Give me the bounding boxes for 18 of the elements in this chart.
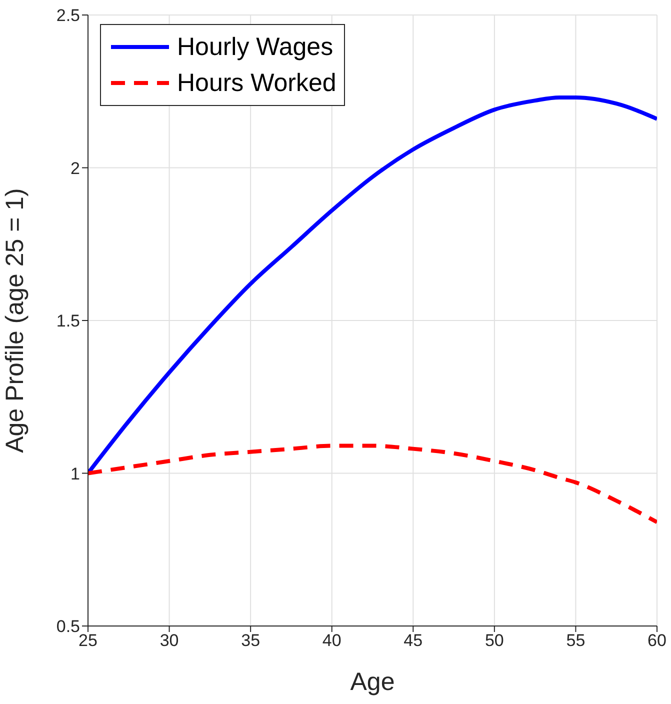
y-tick-label: 2 xyxy=(70,158,80,178)
y-axis-title: Age Profile (age 25 = 1) xyxy=(0,188,29,453)
x-tick-label: 45 xyxy=(404,631,423,650)
x-tick-label: 25 xyxy=(78,631,98,650)
line-series xyxy=(88,444,657,524)
legend-label: Hourly Wages xyxy=(177,32,334,62)
x-tick-label: 60 xyxy=(648,631,666,650)
y-tick-label: 2.5 xyxy=(56,6,80,26)
x-tick-label: 50 xyxy=(484,631,504,650)
x-tick-label: 55 xyxy=(566,631,586,650)
x-tick-label: 40 xyxy=(322,631,342,650)
y-tick-label: 1 xyxy=(70,464,80,484)
legend-label: Hours Worked xyxy=(177,68,336,98)
x-axis-title: Age xyxy=(350,668,395,696)
x-tick-label: 30 xyxy=(160,631,179,650)
x-tick-label: 35 xyxy=(241,631,260,650)
y-tick-label: 0.5 xyxy=(56,617,80,636)
y-tick-label: 1.5 xyxy=(56,312,80,331)
